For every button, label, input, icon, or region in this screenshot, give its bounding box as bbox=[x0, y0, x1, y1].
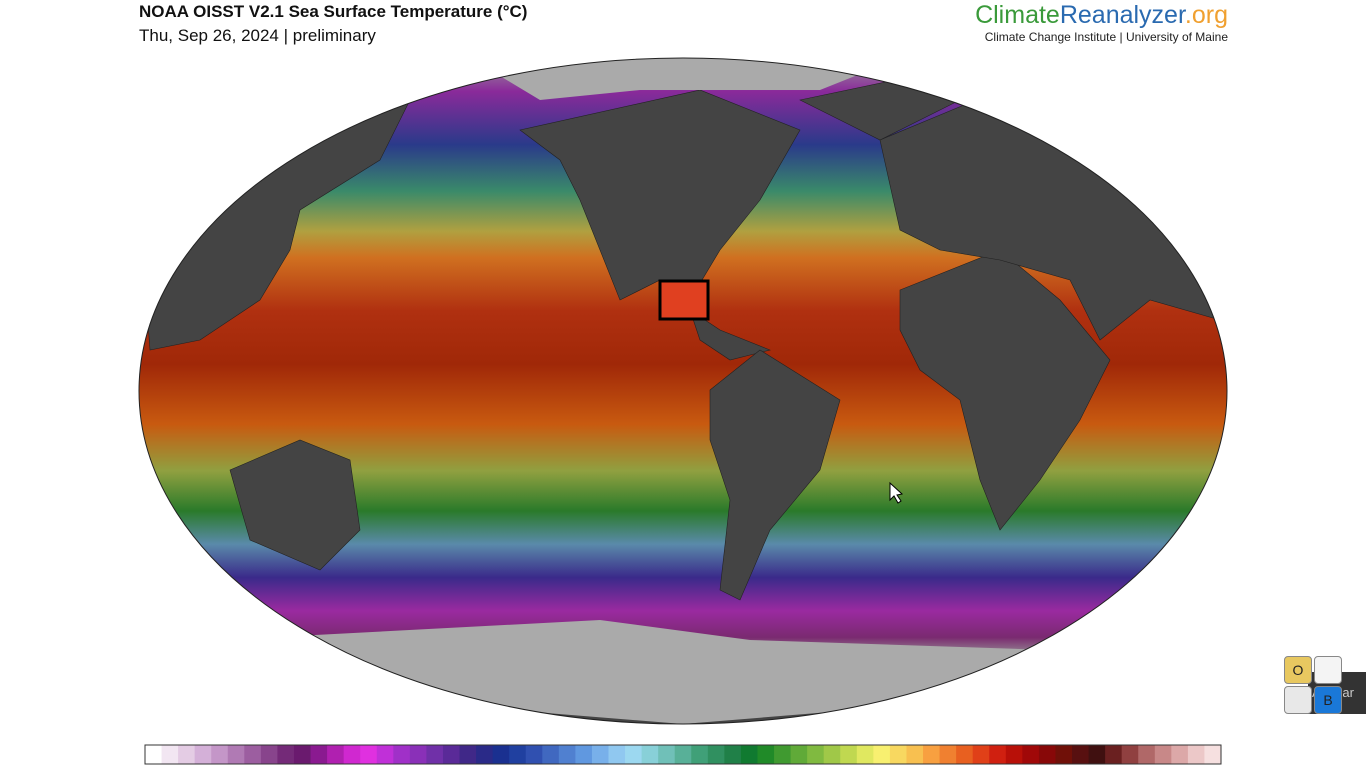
map-subtitle: Thu, Sep 26, 2024 | preliminary bbox=[139, 26, 376, 45]
colorbar-cell bbox=[459, 745, 477, 764]
arctic bbox=[470, 58, 900, 100]
colorbar-cell bbox=[1038, 745, 1056, 764]
colorbar-cell bbox=[790, 745, 808, 764]
colorbar-cell bbox=[277, 745, 295, 764]
brand[interactable]: ClimateReanalyzer.org bbox=[975, 1, 1228, 30]
colorbar-cell bbox=[426, 745, 444, 764]
colorbar-cell bbox=[575, 745, 593, 764]
colorbar-cell bbox=[293, 745, 312, 764]
colorbar-cell bbox=[1055, 745, 1073, 764]
colorbar-cell bbox=[211, 745, 229, 764]
colorbar-cell bbox=[1088, 745, 1106, 764]
widget-button[interactable]: B bbox=[1314, 686, 1342, 714]
land bbox=[899, 249, 1111, 531]
colorbar-cell bbox=[161, 745, 179, 764]
cursor bbox=[889, 481, 904, 504]
colorbar-cell bbox=[1121, 745, 1139, 764]
colorbar-cell bbox=[956, 745, 974, 764]
colorbar-cell bbox=[889, 745, 907, 764]
colorbar-cell bbox=[492, 745, 510, 764]
colorbar-cell bbox=[442, 745, 461, 764]
colorbar-cell bbox=[260, 745, 278, 764]
colorbar bbox=[145, 745, 1222, 764]
colorbar-cell bbox=[376, 745, 394, 764]
colorbar-cell bbox=[194, 745, 212, 764]
colorbar-cell bbox=[757, 745, 775, 764]
colorbar-cell bbox=[691, 745, 709, 764]
colorbar-cell bbox=[658, 745, 676, 764]
colorbar-cell bbox=[972, 745, 990, 764]
colorbar-cell bbox=[525, 745, 543, 764]
colorbar-cell bbox=[923, 745, 941, 764]
colorbar-cell bbox=[360, 745, 378, 764]
colorbar-cell bbox=[509, 745, 527, 764]
widget-button[interactable] bbox=[1314, 656, 1342, 684]
colorbar-cell bbox=[774, 745, 792, 764]
widget-button[interactable] bbox=[1284, 686, 1312, 714]
colorbar-cell bbox=[244, 745, 262, 764]
colorbar-cell bbox=[740, 745, 758, 764]
colorbar-cell bbox=[724, 745, 742, 764]
colorbar-cell bbox=[906, 745, 924, 764]
colorbar-frame bbox=[144, 744, 1222, 765]
colorbar-cell bbox=[1005, 745, 1023, 764]
colorbar-cell bbox=[409, 745, 427, 764]
colorbar-cell bbox=[542, 745, 560, 764]
brand-part: .org bbox=[1184, 1, 1228, 29]
colorbar-cell bbox=[823, 745, 841, 764]
colorbar-cell bbox=[1204, 745, 1222, 764]
map-title: NOAA OISST V2.1 Sea Surface Temperature … bbox=[139, 2, 528, 21]
institution: Climate Change Institute | University of… bbox=[984, 30, 1228, 44]
colorbar-cell bbox=[873, 745, 891, 764]
colorbar-cell bbox=[989, 745, 1007, 764]
colorbar-cell bbox=[343, 745, 361, 764]
colorbar-cell bbox=[1072, 745, 1090, 764]
colorbar-cell bbox=[227, 745, 245, 764]
widget: Apagar O B bbox=[1282, 654, 1366, 716]
colorbar-cell bbox=[310, 745, 328, 764]
colorbar-cell bbox=[807, 745, 825, 764]
colorbar-cell bbox=[558, 745, 576, 764]
colorbar-cell bbox=[641, 745, 659, 764]
globe bbox=[139, 58, 1227, 724]
colorbar-cell bbox=[476, 745, 494, 764]
colorbar-cell bbox=[1022, 745, 1040, 764]
colorbar-cell bbox=[625, 745, 643, 764]
land bbox=[709, 349, 841, 601]
colorbar-cell bbox=[840, 745, 858, 764]
brand-part: Climate bbox=[975, 1, 1060, 29]
colorbar-cell bbox=[707, 745, 725, 764]
colorbar-cell bbox=[1138, 745, 1156, 764]
widget-button[interactable]: O bbox=[1284, 656, 1312, 684]
colorbar-cell bbox=[674, 745, 692, 764]
colorbar-cell bbox=[591, 745, 610, 764]
colorbar-cell bbox=[327, 745, 345, 764]
colorbar-cell bbox=[393, 745, 411, 764]
colorbar-cell bbox=[856, 745, 874, 764]
highlight-box bbox=[658, 279, 710, 321]
land bbox=[689, 309, 771, 361]
land bbox=[229, 439, 361, 571]
colorbar-cell bbox=[1187, 745, 1205, 764]
colorbar-cell bbox=[1105, 745, 1123, 764]
colorbar-cell bbox=[1154, 745, 1172, 764]
globe-outline bbox=[138, 57, 1228, 725]
colorbar-cell bbox=[608, 745, 626, 764]
brand-part: Reanalyzer bbox=[1059, 1, 1185, 29]
colorbar-cell bbox=[178, 745, 196, 764]
colorbar-cell bbox=[145, 745, 163, 764]
colorbar-cell bbox=[939, 745, 957, 764]
colorbar-cell bbox=[1171, 745, 1189, 764]
